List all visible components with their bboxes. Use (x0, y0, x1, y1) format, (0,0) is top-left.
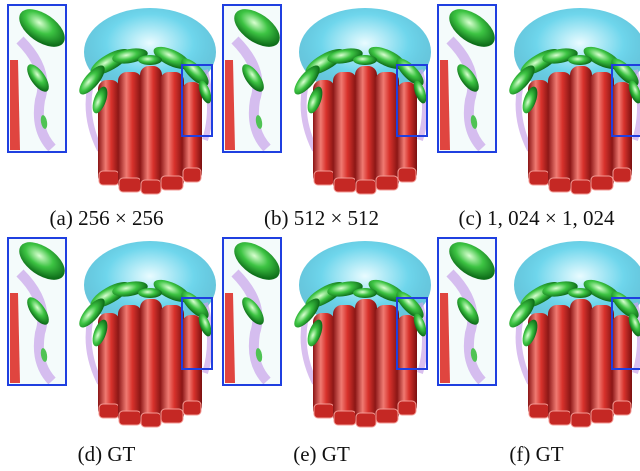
panel (223, 2, 431, 194)
figure-images (0, 0, 640, 471)
tube-end (356, 180, 376, 194)
tube (333, 305, 357, 425)
tube-end (591, 176, 613, 190)
tube-end (99, 404, 119, 418)
tube (375, 305, 399, 423)
leaf (138, 55, 162, 65)
tube-end (398, 401, 416, 415)
tube (548, 72, 572, 192)
tube-end (141, 180, 161, 194)
tube (140, 66, 162, 194)
tube (570, 66, 592, 194)
tube (612, 315, 632, 415)
tube-end (161, 409, 183, 423)
tube (182, 82, 202, 182)
panel (438, 235, 640, 427)
tube (375, 72, 399, 190)
tube-end (529, 171, 549, 185)
caption: (f) GT (430, 442, 640, 467)
tube (118, 305, 142, 425)
tube (333, 72, 357, 192)
tube (182, 315, 202, 415)
tube-end (613, 168, 631, 182)
tube (355, 299, 377, 427)
panel (8, 2, 216, 194)
tube-end (613, 401, 631, 415)
tube-end (571, 413, 591, 427)
tube-end (314, 404, 334, 418)
tube (140, 299, 162, 427)
tube (355, 66, 377, 194)
tube-end (119, 411, 141, 425)
tube-end (314, 171, 334, 185)
tube (397, 82, 417, 182)
tube-end (334, 411, 356, 425)
tube-end (161, 176, 183, 190)
tube-end (376, 409, 398, 423)
tube-end (141, 413, 161, 427)
panel (8, 235, 216, 427)
panel (223, 235, 431, 427)
caption: (d) GT (0, 442, 213, 467)
tube-end (183, 401, 201, 415)
caption: (a) 256 × 256 (0, 206, 213, 231)
tube-end (183, 168, 201, 182)
tube-end (571, 180, 591, 194)
tube-end (591, 409, 613, 423)
leaf (568, 55, 592, 65)
tube (160, 305, 184, 423)
tube (590, 305, 614, 423)
caption: (c) 1, 024 × 1, 024 (430, 206, 640, 231)
caption: (b) 512 × 512 (215, 206, 428, 231)
caption: (e) GT (215, 442, 428, 467)
tube (612, 82, 632, 182)
tube (118, 72, 142, 192)
tube (590, 72, 614, 190)
panel (438, 2, 640, 194)
tube-end (376, 176, 398, 190)
leaf (568, 288, 592, 298)
tube (548, 305, 572, 425)
tube-end (119, 178, 141, 192)
tube (160, 72, 184, 190)
tube-end (99, 171, 119, 185)
tube-end (398, 168, 416, 182)
leaf (138, 288, 162, 298)
tube (397, 315, 417, 415)
figure: (a) 256 × 256 (b) 512 × 512 (c) 1, 024 ×… (0, 0, 640, 471)
tube (570, 299, 592, 427)
tube-end (356, 413, 376, 427)
leaf (353, 55, 377, 65)
tube-end (334, 178, 356, 192)
tube-end (549, 411, 571, 425)
tube-end (529, 404, 549, 418)
tube-end (549, 178, 571, 192)
leaf (353, 288, 377, 298)
